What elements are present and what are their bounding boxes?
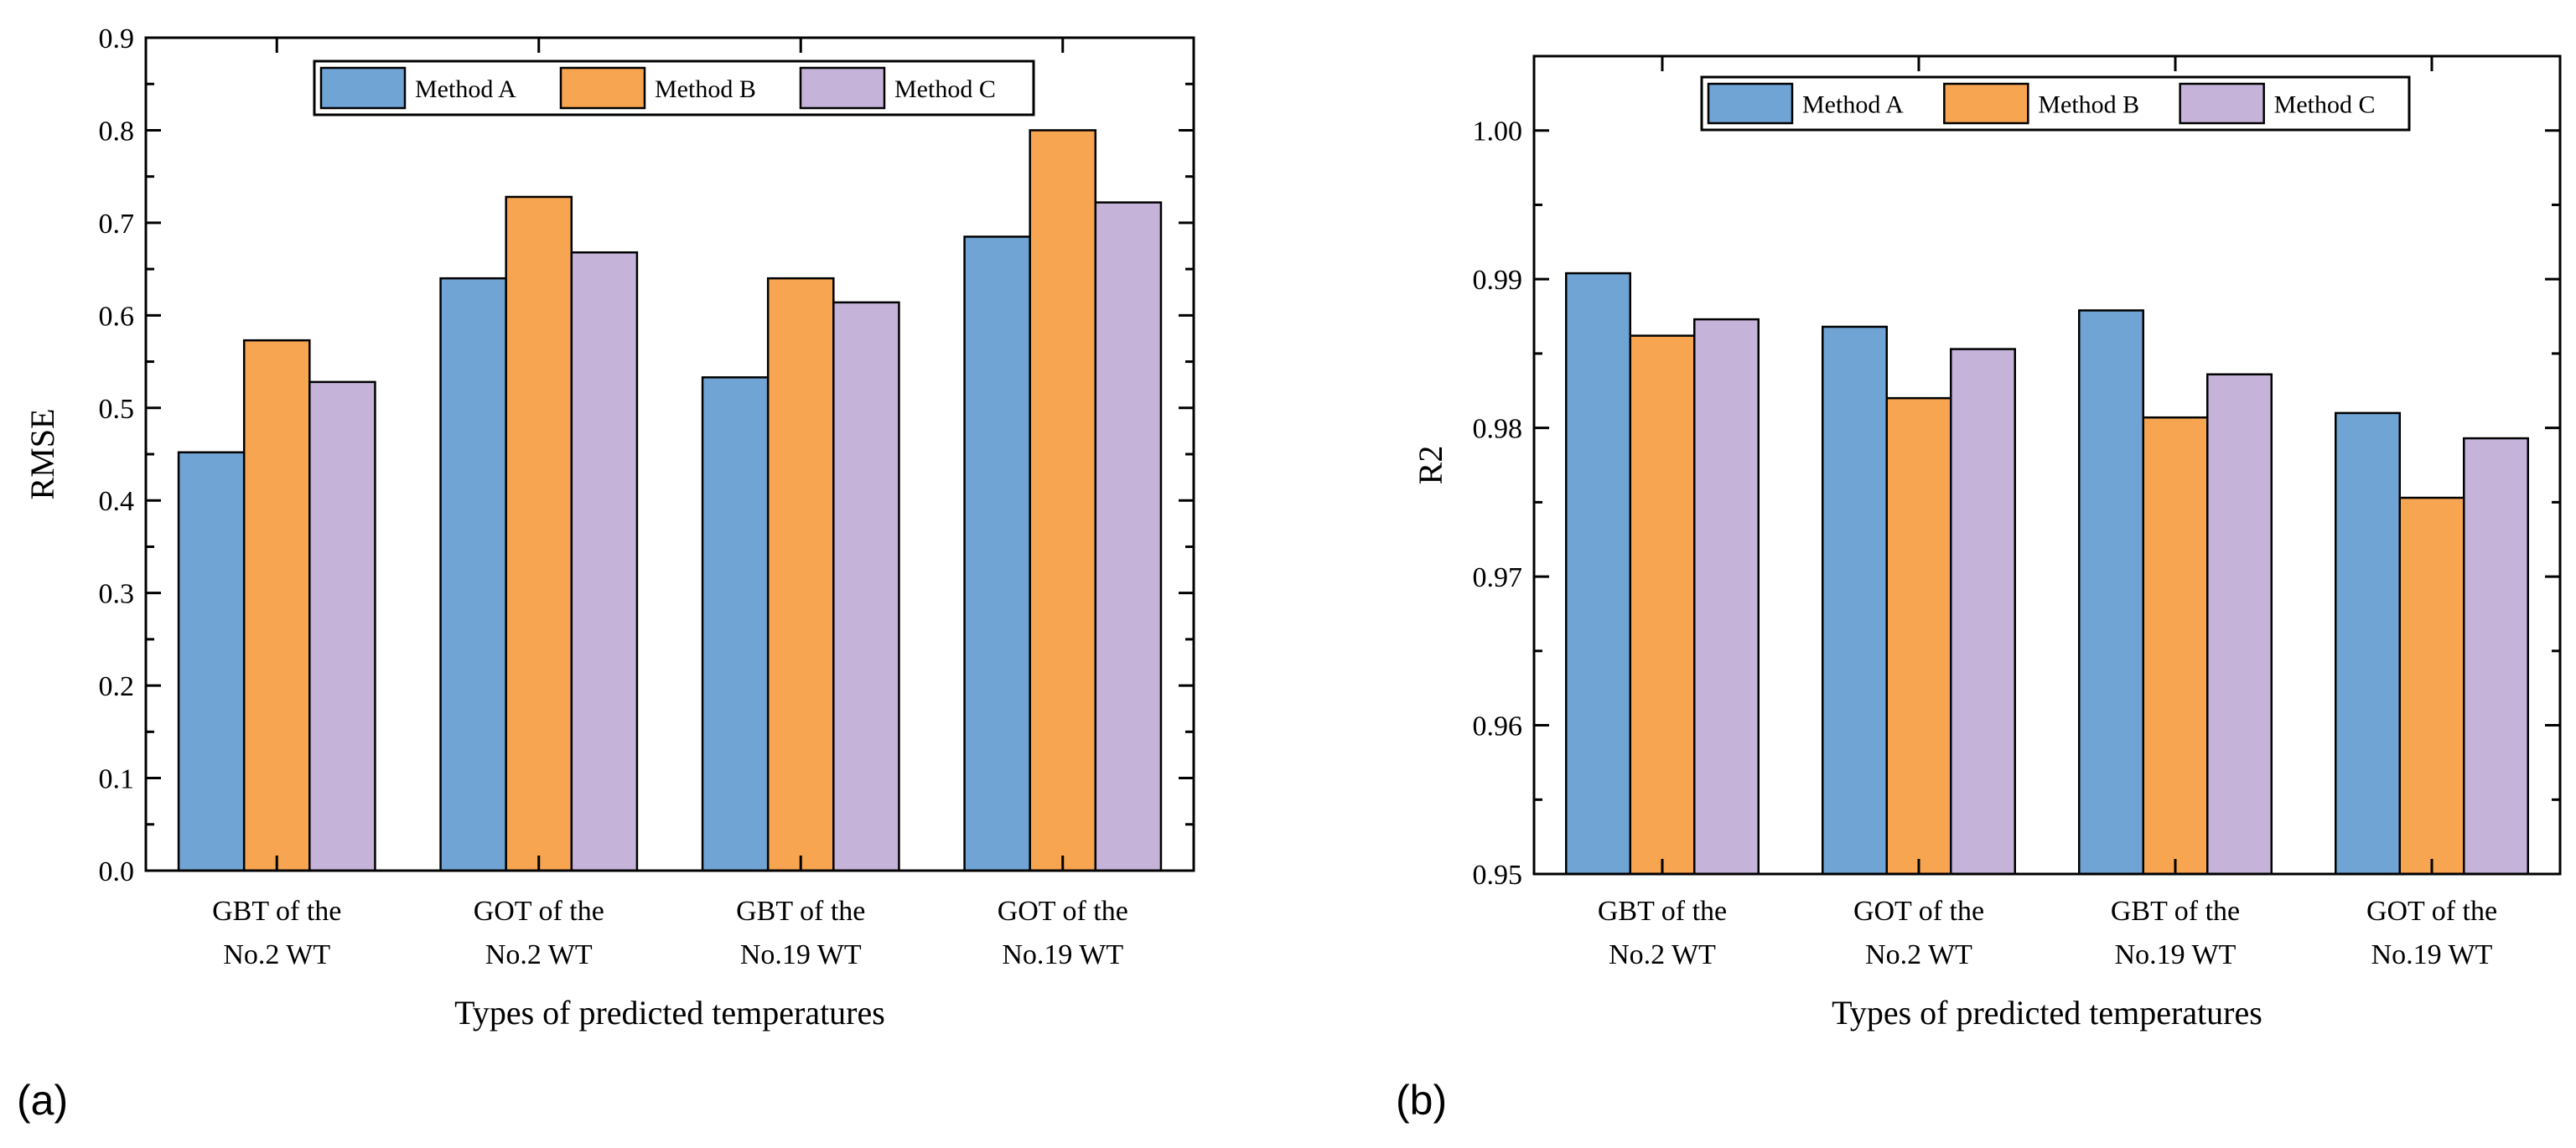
bar-method-c-4: [1094, 201, 1163, 872]
bar-method-b-3: [766, 277, 835, 872]
x-category-label-line2: No.19 WT: [2115, 939, 2237, 970]
x-category-label-line1: GOT of the: [998, 896, 1128, 927]
bar-method-a-4: [963, 235, 1031, 872]
y-tick-label: 0.97: [1473, 562, 1523, 593]
bar-method-c-4: [2463, 437, 2529, 876]
y-tick-label: 0.96: [1473, 711, 1523, 742]
x-category-label-line1: GOT of the: [474, 896, 604, 927]
bar-method-c-3: [2206, 373, 2273, 876]
x-category-label-line1: GBT of the: [212, 896, 341, 927]
bar-method-a-1: [177, 451, 246, 872]
x-category-label-line1: GBT of the: [2111, 896, 2240, 927]
bar-method-b-1: [1629, 334, 1696, 876]
y-tick-label: 1.00: [1473, 116, 1523, 147]
bar-method-b-1: [242, 339, 311, 872]
y-tick-label: 0.7: [99, 209, 135, 240]
y-tick-label: 0.98: [1473, 414, 1523, 445]
legend-swatch-method-a: [319, 66, 407, 110]
bar-method-a-3: [701, 376, 770, 872]
y-tick-label: 0.99: [1473, 265, 1523, 296]
y-tick-label: 0.8: [99, 116, 135, 147]
y-tick-label: 0.95: [1473, 860, 1523, 891]
bar-method-c-1: [1693, 318, 1760, 876]
y-tick-label: 0.6: [99, 301, 135, 332]
bar-method-b-3: [2142, 416, 2209, 876]
x-category-label-line1: GBT of the: [736, 896, 865, 927]
legend-label: Method A: [415, 75, 516, 103]
bar-method-b-4: [2398, 496, 2465, 876]
legend-swatch-method-b: [1943, 82, 2029, 125]
x-axis-title: Types of predicted temperatures: [454, 994, 885, 1032]
bar-method-b-4: [1029, 129, 1097, 872]
x-category-label-line2: No.2 WT: [1865, 939, 1972, 970]
bar-method-c-1: [308, 380, 376, 872]
bar-method-a-1: [1565, 271, 1631, 876]
legend-label: Method A: [1802, 91, 1904, 119]
x-category-label-line2: No.2 WT: [1609, 939, 1716, 970]
bar-method-b-2: [505, 195, 573, 872]
y-tick-label: 0.5: [99, 394, 135, 425]
y-tick-label: 0.2: [99, 671, 135, 702]
x-category-label-line2: No.19 WT: [2371, 939, 2493, 970]
y-tick-label: 0.4: [99, 486, 135, 517]
bar-method-a-4: [2335, 411, 2401, 876]
bar-method-c-3: [832, 301, 900, 872]
y-axis-title: R2: [1412, 446, 1449, 485]
legend-label: Method C: [894, 75, 996, 103]
y-tick-label: 0.0: [99, 856, 135, 887]
x-category-label-line2: No.19 WT: [1002, 939, 1123, 970]
bar-method-a-3: [2078, 309, 2144, 876]
x-axis-title: Types of predicted temperatures: [1832, 994, 2262, 1032]
panel-label: (b): [1396, 1077, 1447, 1124]
legend-label: Method B: [655, 75, 756, 103]
chart-panel-b: 0.95 0.96 0.97 0.98 0.99 1.00 GBT of the No.2 W…: [1396, 54, 2562, 1124]
legend: Method A Method B Method C: [313, 59, 1035, 116]
y-axis-title: RMSE: [23, 409, 61, 500]
chart-panel-a: 0.0 0.1 0.2 0.3 0.4 0.5 0.6 0.7 0.8 0.9 GBT of the…: [17, 23, 1195, 1124]
plot-frame: [1532, 54, 2562, 876]
legend-box: [313, 59, 1035, 116]
x-category-label-line2: No.19 WT: [740, 939, 862, 970]
bar-method-c-2: [570, 251, 639, 872]
bar-method-a-2: [1822, 325, 1888, 876]
panel-label: (a): [17, 1077, 68, 1124]
x-category-label-line2: No.2 WT: [223, 939, 330, 970]
legend-label: Method B: [2038, 91, 2139, 119]
y-tick-label: 0.9: [99, 23, 135, 54]
legend: Method A Method B Method C: [1700, 75, 2411, 132]
x-category-label-line2: No.2 WT: [485, 939, 593, 970]
x-category-label-line1: GOT of the: [1853, 896, 1984, 927]
y-tick-label: 0.1: [99, 764, 135, 795]
bar-method-b-2: [1885, 396, 1952, 876]
legend-label: Method C: [2274, 91, 2376, 119]
legend-swatch-method-c: [799, 66, 886, 110]
bar-method-a-2: [439, 277, 507, 872]
y-tick-label: 0.3: [99, 579, 135, 610]
x-category-label-line1: GOT of the: [2366, 896, 2497, 927]
legend-box: [1700, 75, 2411, 132]
x-category-label-line1: GBT of the: [1598, 896, 1727, 927]
bar-method-c-2: [1950, 348, 2016, 876]
legend-swatch-method-c: [2179, 82, 2265, 125]
legend-swatch-method-b: [559, 66, 646, 110]
legend-swatch-method-a: [1707, 82, 1794, 125]
